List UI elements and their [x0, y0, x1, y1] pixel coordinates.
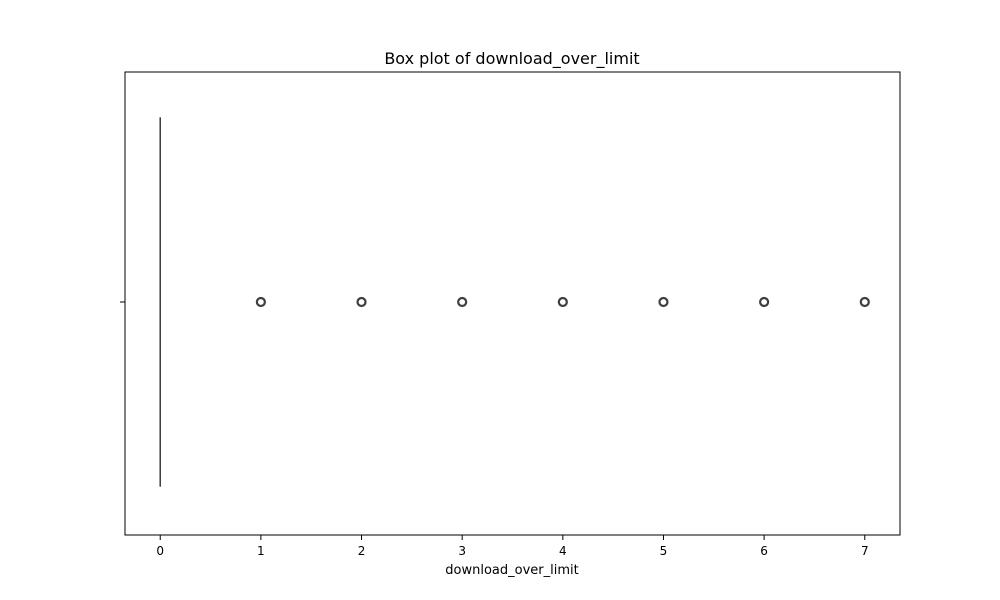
x-tick-label: 0 [156, 544, 164, 558]
x-tick-label: 5 [660, 544, 668, 558]
outlier-point [859, 296, 870, 308]
x-axis-ticks: 0 1 2 3 4 5 6 7 [156, 535, 869, 558]
outlier-point [457, 296, 468, 308]
x-tick-label: 3 [458, 544, 466, 558]
x-tick-label: 6 [760, 544, 768, 558]
outlier-point [356, 296, 367, 308]
x-axis-label: download_over_limit [445, 563, 578, 578]
outlier-point [658, 296, 669, 308]
x-tick-label: 4 [559, 544, 567, 558]
outlier-point [255, 296, 266, 308]
outlier-point [759, 296, 770, 308]
x-tick-label: 2 [358, 544, 366, 558]
plot-marks [159, 117, 870, 487]
chart-title: Box plot of download_over_limit [384, 49, 639, 69]
outlier-point [557, 296, 568, 308]
x-tick-label: 7 [861, 544, 869, 558]
x-tick-label: 1 [257, 544, 265, 558]
plot-frame [124, 71, 901, 536]
